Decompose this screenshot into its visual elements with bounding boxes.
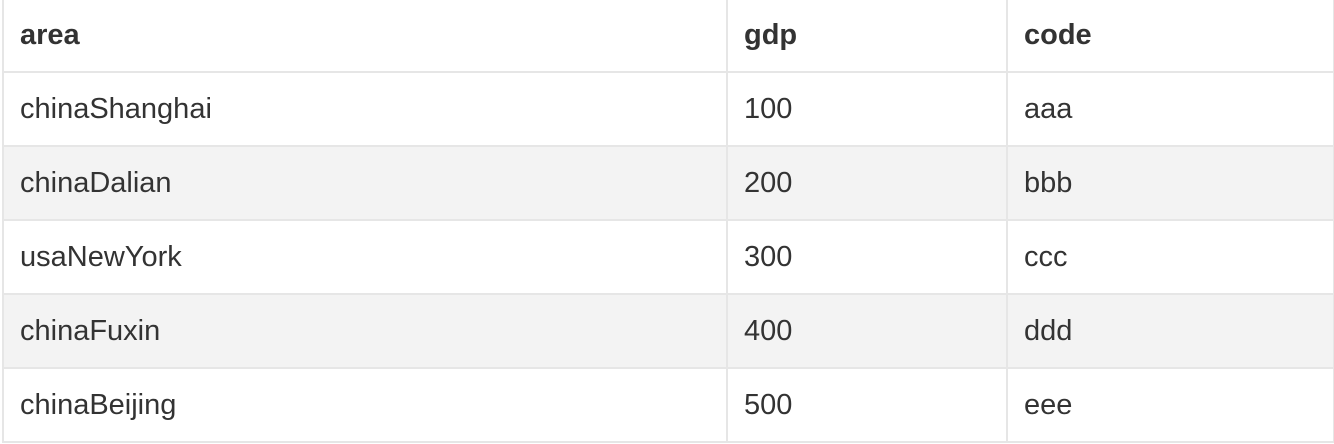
cell-code: eee <box>1006 367 1334 443</box>
cell-code: aaa <box>1006 71 1334 147</box>
cell-area: chinaFuxin <box>2 293 728 369</box>
cell-gdp: 200 <box>726 145 1008 221</box>
cell-area: chinaShanghai <box>2 71 728 147</box>
table-row: chinaDalian 200 bbb <box>2 145 1334 221</box>
cell-code: bbb <box>1006 145 1334 221</box>
cell-area: chinaBeijing <box>2 367 728 443</box>
table-row: chinaShanghai 100 aaa <box>2 71 1334 147</box>
column-header-code: code <box>1006 0 1334 73</box>
table-row: usaNewYork 300 ccc <box>2 219 1334 295</box>
cell-gdp: 500 <box>726 367 1008 443</box>
table-row: chinaBeijing 500 eee <box>2 367 1334 443</box>
cell-code: ddd <box>1006 293 1334 369</box>
column-header-gdp: gdp <box>726 0 1008 73</box>
cell-gdp: 400 <box>726 293 1008 369</box>
cell-gdp: 100 <box>726 71 1008 147</box>
table-body: chinaShanghai 100 aaa chinaDalian 200 bb… <box>2 71 1334 443</box>
table-header: area gdp code <box>2 0 1334 73</box>
cell-area: usaNewYork <box>2 219 728 295</box>
cell-area: chinaDalian <box>2 145 728 221</box>
cell-gdp: 300 <box>726 219 1008 295</box>
cell-code: ccc <box>1006 219 1334 295</box>
table-row: chinaFuxin 400 ddd <box>2 293 1334 369</box>
header-row: area gdp code <box>2 0 1334 73</box>
column-header-area: area <box>2 0 728 73</box>
